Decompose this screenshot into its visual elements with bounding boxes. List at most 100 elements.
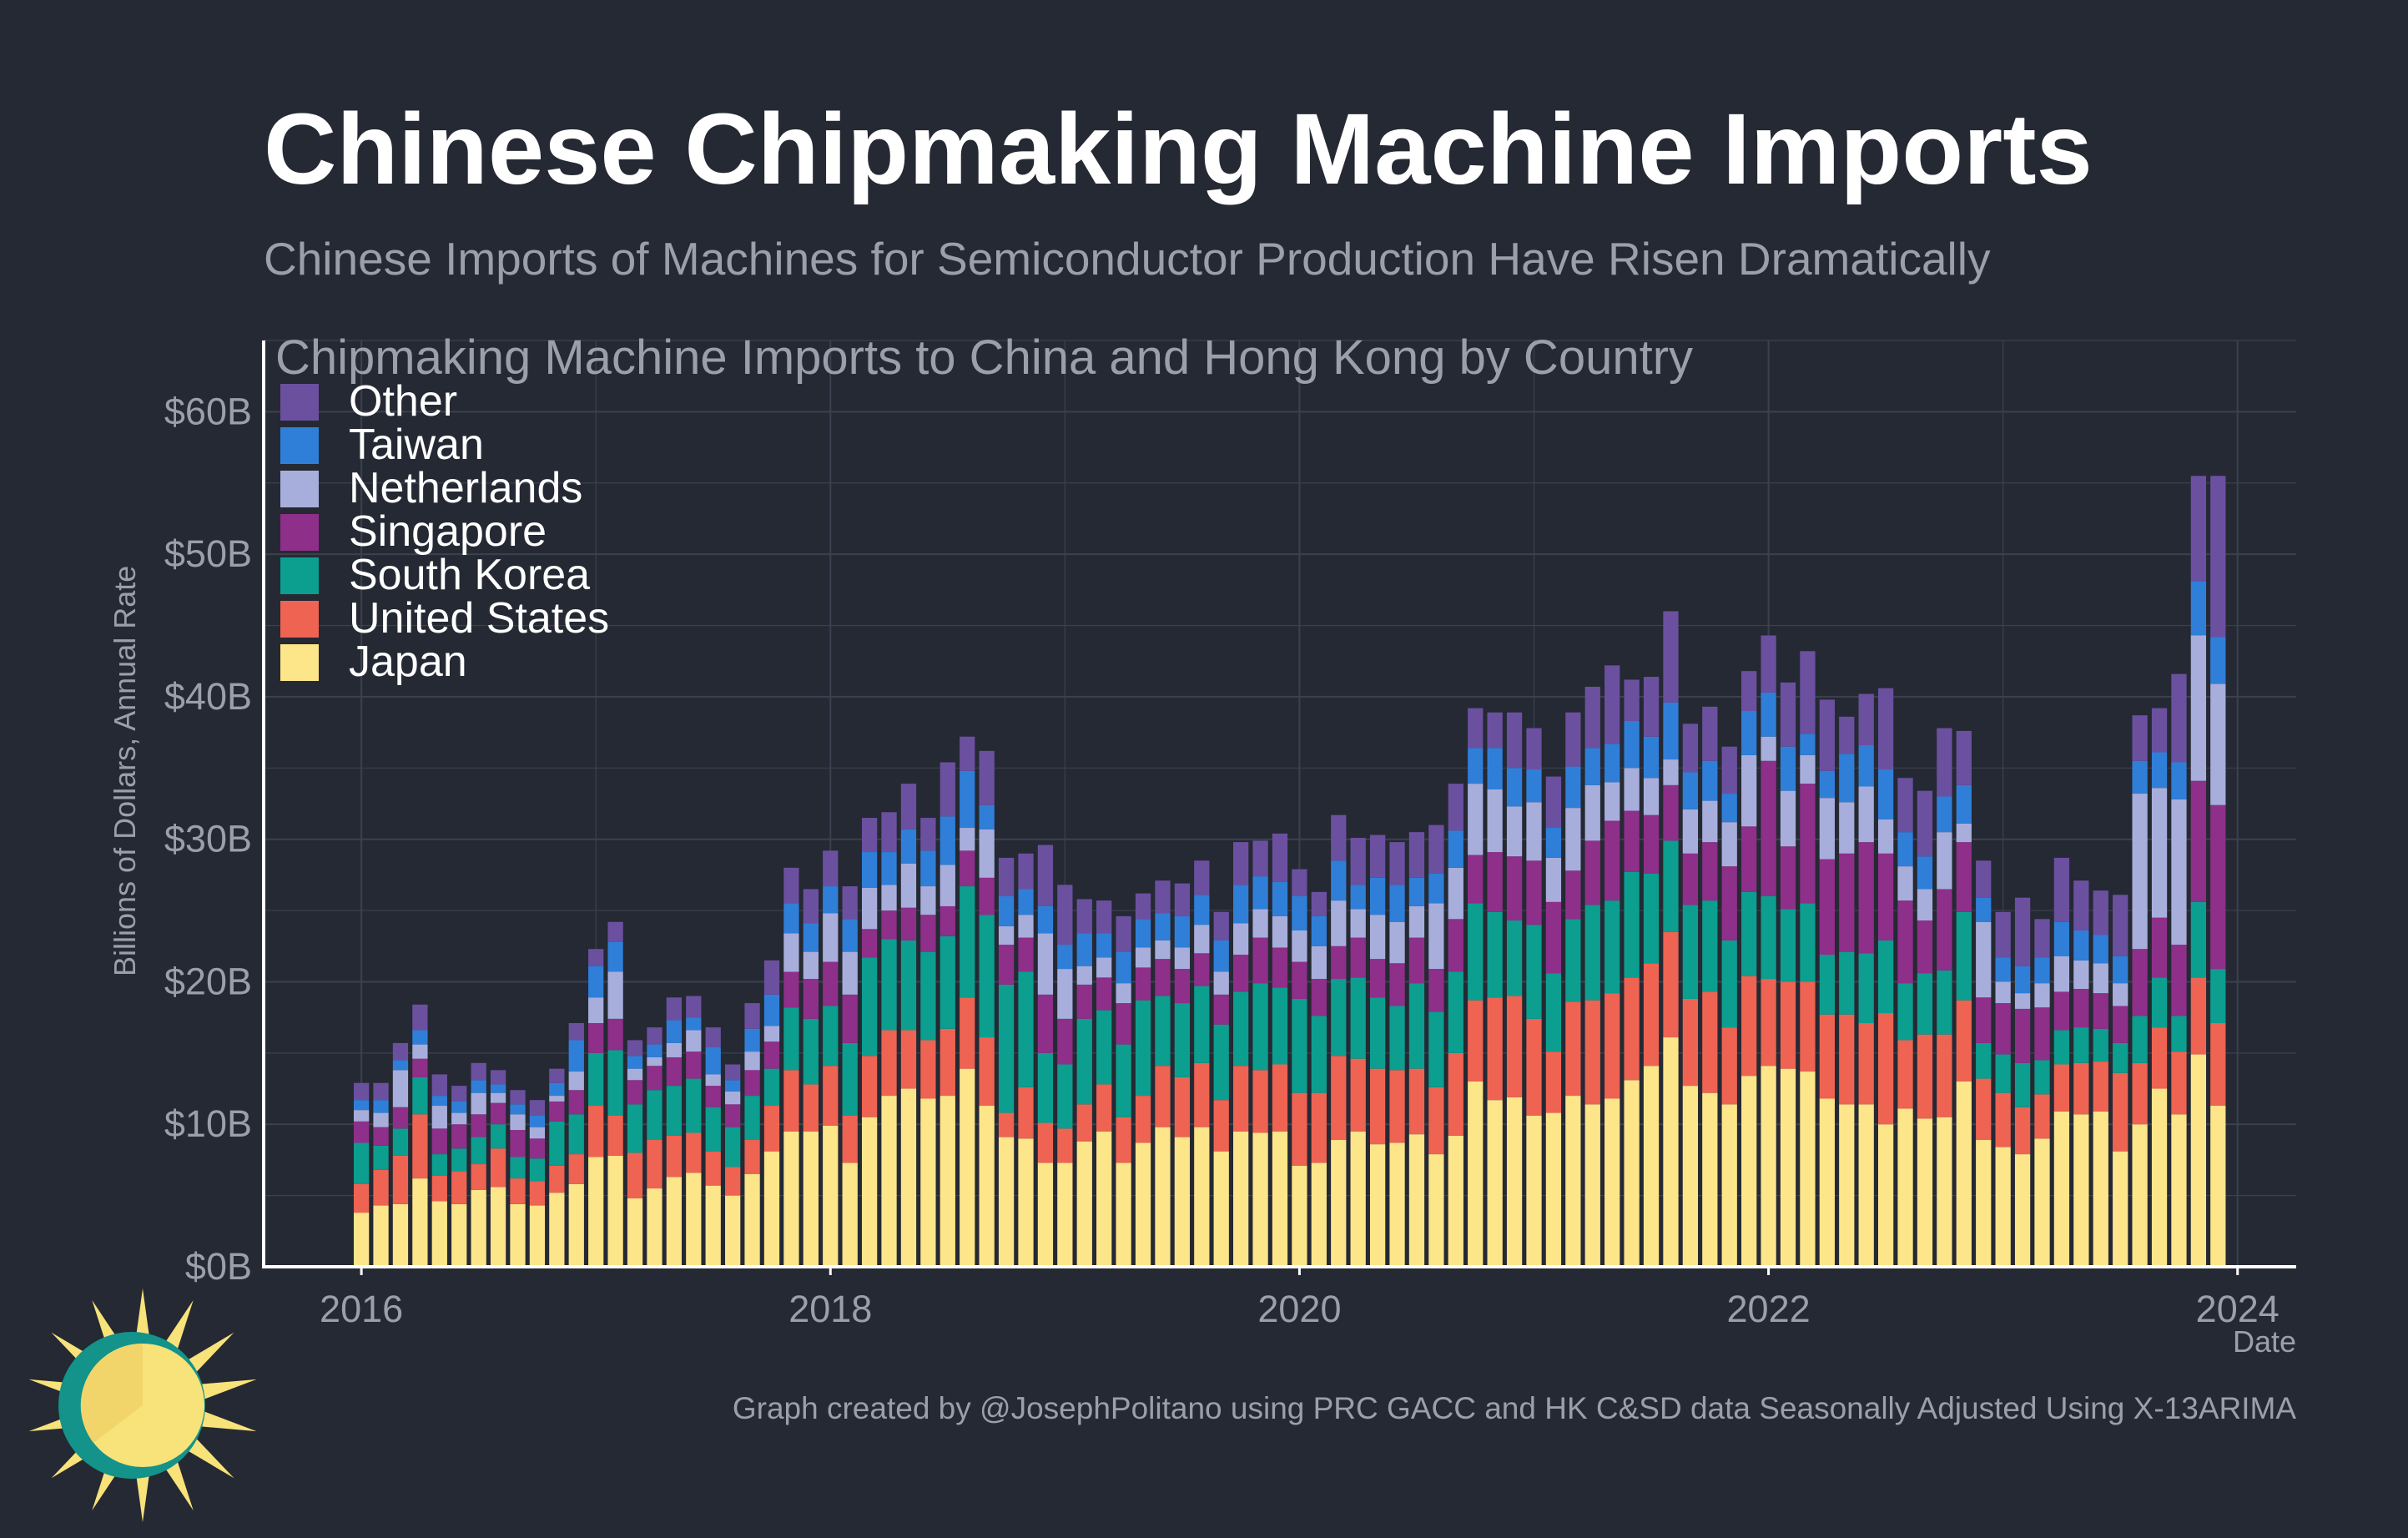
- bar-segment: [1682, 1086, 1699, 1267]
- bar-segment: [1037, 994, 1054, 1053]
- bar-segment: [1721, 746, 1737, 794]
- bar-segment: [451, 1124, 467, 1149]
- bar-segment: [1780, 790, 1796, 847]
- bar-segment: [1213, 1100, 1229, 1152]
- bar-segment: [2073, 989, 2089, 1028]
- bar-segment: [1174, 1137, 1191, 1267]
- bar-segment: [1174, 883, 1191, 916]
- bar-segment: [900, 863, 917, 908]
- bar-segment: [1252, 876, 1268, 910]
- bar-segment: [1956, 730, 1972, 785]
- bar-segment: [1897, 983, 1913, 1041]
- bar-segment: [998, 1137, 1015, 1267]
- legend-swatch: [280, 471, 319, 507]
- bar-segment: [1096, 977, 1112, 1011]
- bar-segment: [1897, 832, 1913, 867]
- bar-segment: [1233, 842, 1249, 885]
- bar-segment: [1448, 784, 1463, 831]
- bar-segment: [529, 1100, 546, 1116]
- bar-segment: [2190, 1054, 2207, 1267]
- bar-segment: [1565, 808, 1581, 871]
- bar-segment: [1682, 809, 1699, 854]
- bar-segment: [1682, 905, 1699, 999]
- bar-segment: [1545, 828, 1562, 858]
- bar-segment: [1506, 996, 1523, 1097]
- bar-segment: [1976, 860, 1992, 898]
- bar-segment: [1877, 819, 1894, 854]
- bar-segment: [1213, 1151, 1229, 1267]
- bar-segment: [881, 939, 897, 1031]
- bar-segment: [1331, 900, 1347, 946]
- bar-segment: [1858, 693, 1874, 745]
- x-tick-label: 2022: [1727, 1288, 1811, 1330]
- bar-segment: [1624, 977, 1640, 1081]
- bar-segment: [1565, 766, 1581, 809]
- bar-segment: [1565, 870, 1581, 920]
- bar-segment: [1565, 919, 1581, 1002]
- bar-segment: [1194, 986, 1210, 1063]
- bar-segment: [823, 886, 839, 914]
- bar-segment: [1155, 913, 1171, 940]
- bar-segment: [2171, 799, 2187, 945]
- bar-segment: [1331, 860, 1347, 901]
- bar-segment: [471, 1137, 486, 1165]
- bar-segment: [1545, 1051, 1562, 1113]
- bar-segment: [1565, 1096, 1581, 1267]
- bar-segment: [2073, 1027, 2089, 1063]
- bar-segment: [979, 829, 995, 878]
- bar-segment: [1526, 925, 1542, 1019]
- bar-segment: [1761, 736, 1776, 761]
- bar-segment: [1096, 1010, 1112, 1085]
- bar-segment: [1233, 1066, 1249, 1132]
- bar-segment: [471, 1080, 486, 1093]
- bar-segment: [744, 1140, 760, 1174]
- bar-segment: [353, 1082, 370, 1101]
- bar-segment: [549, 1101, 565, 1122]
- bar-segment: [1448, 1052, 1463, 1136]
- bar-segment: [1174, 969, 1191, 1004]
- bar-segment: [568, 1022, 584, 1041]
- bar-segment: [1995, 957, 2011, 982]
- bar-segment: [1096, 933, 1112, 958]
- bar-segment: [686, 1132, 702, 1173]
- bar-segment: [1526, 802, 1542, 861]
- bar-segment: [1624, 679, 1640, 721]
- bar-segment: [1135, 967, 1151, 1001]
- bar-segment: [1995, 1147, 2011, 1267]
- bar-segment: [705, 1086, 721, 1107]
- bar-segment: [1194, 860, 1210, 895]
- bar-segment: [607, 921, 623, 942]
- bar-segment: [1721, 1104, 1737, 1267]
- bar-segment: [1937, 970, 1952, 1035]
- bar-segment: [1858, 1104, 1874, 1267]
- bar-segment: [392, 1042, 409, 1061]
- bar-segment: [1976, 1078, 1992, 1141]
- bar-segment: [1917, 856, 1933, 890]
- bar-segment: [2190, 780, 2207, 902]
- bar-segment: [783, 971, 799, 1008]
- bar-segment: [725, 1104, 741, 1127]
- bar-segment: [1311, 979, 1327, 1016]
- bar-segment: [1252, 983, 1268, 1071]
- bar-segment: [549, 1165, 565, 1193]
- bar-segment: [1331, 814, 1347, 861]
- bar-segment: [1389, 963, 1405, 1006]
- bar-segment: [960, 850, 975, 887]
- bar-segment: [861, 852, 878, 888]
- bar-segment: [1761, 635, 1776, 693]
- bar-segment: [2151, 977, 2168, 1028]
- bar-segment: [1018, 937, 1034, 972]
- bar-segment: [1292, 998, 1307, 1093]
- bar-segment: [1448, 830, 1463, 868]
- x-tick-label: 2016: [320, 1288, 403, 1330]
- bar-segment: [1643, 677, 1660, 737]
- bar-segment: [1155, 959, 1171, 996]
- bar-segment: [1428, 903, 1444, 970]
- bar-segment: [1995, 1092, 2011, 1147]
- bar-segment: [1663, 702, 1679, 760]
- y-tick-label: $0B: [185, 1245, 252, 1288]
- bar-segment: [1643, 736, 1660, 779]
- bar-segment: [1604, 1098, 1620, 1267]
- bar-segment: [627, 1068, 643, 1081]
- bar-segment: [1702, 900, 1718, 992]
